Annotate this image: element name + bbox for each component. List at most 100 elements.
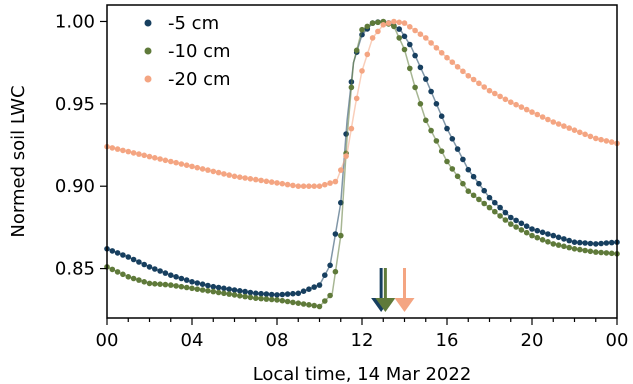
data-point [221, 285, 227, 292]
data-point [183, 162, 190, 168]
data-point [401, 46, 408, 53]
data-point [593, 249, 599, 255]
data-point [486, 87, 493, 94]
data-point [561, 123, 567, 129]
data-point [465, 188, 472, 194]
x-axis: 00 04 08 12 16 20 00 [96, 318, 628, 351]
x-tick-label: 04 [181, 330, 204, 351]
data-point [268, 296, 275, 303]
data-point [221, 171, 227, 177]
data-point [433, 138, 440, 144]
data-point [492, 208, 498, 215]
data-point [263, 291, 270, 297]
data-point [502, 96, 509, 103]
data-point [492, 199, 498, 206]
data-point [141, 152, 147, 159]
data-point [545, 116, 551, 123]
y-tick-label: 0.85 [55, 259, 95, 280]
data-point [369, 20, 376, 26]
data-point [274, 180, 280, 186]
data-point [215, 289, 222, 296]
data-point [449, 59, 456, 65]
data-point [284, 298, 291, 305]
data-point [253, 295, 259, 302]
data-point [247, 289, 254, 296]
data-point [189, 285, 195, 292]
data-point [231, 287, 238, 293]
series-line [106, 20, 618, 296]
data-point [481, 200, 488, 207]
data-point [407, 41, 413, 48]
data-point [508, 221, 514, 227]
data-point [608, 239, 615, 246]
data-point [465, 166, 472, 173]
data-point [178, 161, 185, 167]
data-point [561, 236, 567, 242]
data-point [237, 293, 243, 299]
data-point [199, 281, 206, 288]
data-point [168, 272, 174, 279]
data-point [194, 286, 201, 293]
data-point [306, 302, 312, 308]
data-point [428, 40, 434, 46]
data-point [290, 182, 296, 189]
data-point [444, 54, 450, 61]
data-point [274, 292, 280, 298]
data-point [566, 244, 572, 251]
data-point [316, 282, 323, 288]
data-point [136, 259, 142, 265]
data-point [157, 281, 163, 288]
y-tick-label: 1.00 [55, 11, 95, 32]
data-point [529, 226, 535, 232]
series-layer [104, 18, 620, 310]
data-point [587, 248, 594, 255]
data-point [146, 153, 153, 160]
data-point [444, 158, 450, 165]
data-point [168, 282, 174, 288]
y-tick-label: 0.90 [55, 176, 95, 197]
data-point [300, 301, 307, 307]
data-point [523, 229, 530, 236]
data-point [327, 292, 333, 299]
data-point [231, 292, 238, 298]
series-5cmcm [104, 19, 620, 298]
data-point [258, 290, 264, 297]
data-point [210, 283, 217, 290]
data-point [268, 291, 275, 298]
data-point [338, 167, 344, 173]
data-point [290, 299, 296, 306]
data-point [523, 223, 530, 229]
data-point [332, 268, 339, 275]
data-point [146, 264, 153, 270]
data-point [497, 204, 503, 211]
data-point [130, 256, 137, 263]
data-point [502, 217, 509, 223]
data-point [141, 279, 147, 285]
data-point [545, 231, 551, 237]
x-tick-label: 16 [436, 330, 459, 351]
data-point [173, 159, 179, 166]
data-point [162, 270, 169, 276]
data-point [476, 196, 482, 203]
data-point [306, 183, 312, 189]
data-point [322, 181, 328, 188]
data-point [205, 282, 211, 289]
data-point [290, 290, 296, 297]
data-point [253, 290, 259, 297]
data-point [380, 22, 387, 28]
data-point [120, 252, 126, 258]
data-point [460, 156, 466, 163]
data-point [364, 23, 371, 30]
data-point [412, 27, 418, 34]
data-point [226, 286, 232, 293]
data-point [311, 284, 318, 290]
data-point [555, 121, 562, 127]
data-point [284, 291, 291, 297]
data-point [178, 275, 185, 282]
data-point [518, 227, 525, 233]
data-point [603, 240, 610, 246]
data-point [423, 35, 429, 41]
data-point [194, 164, 201, 171]
data-point [327, 262, 333, 269]
